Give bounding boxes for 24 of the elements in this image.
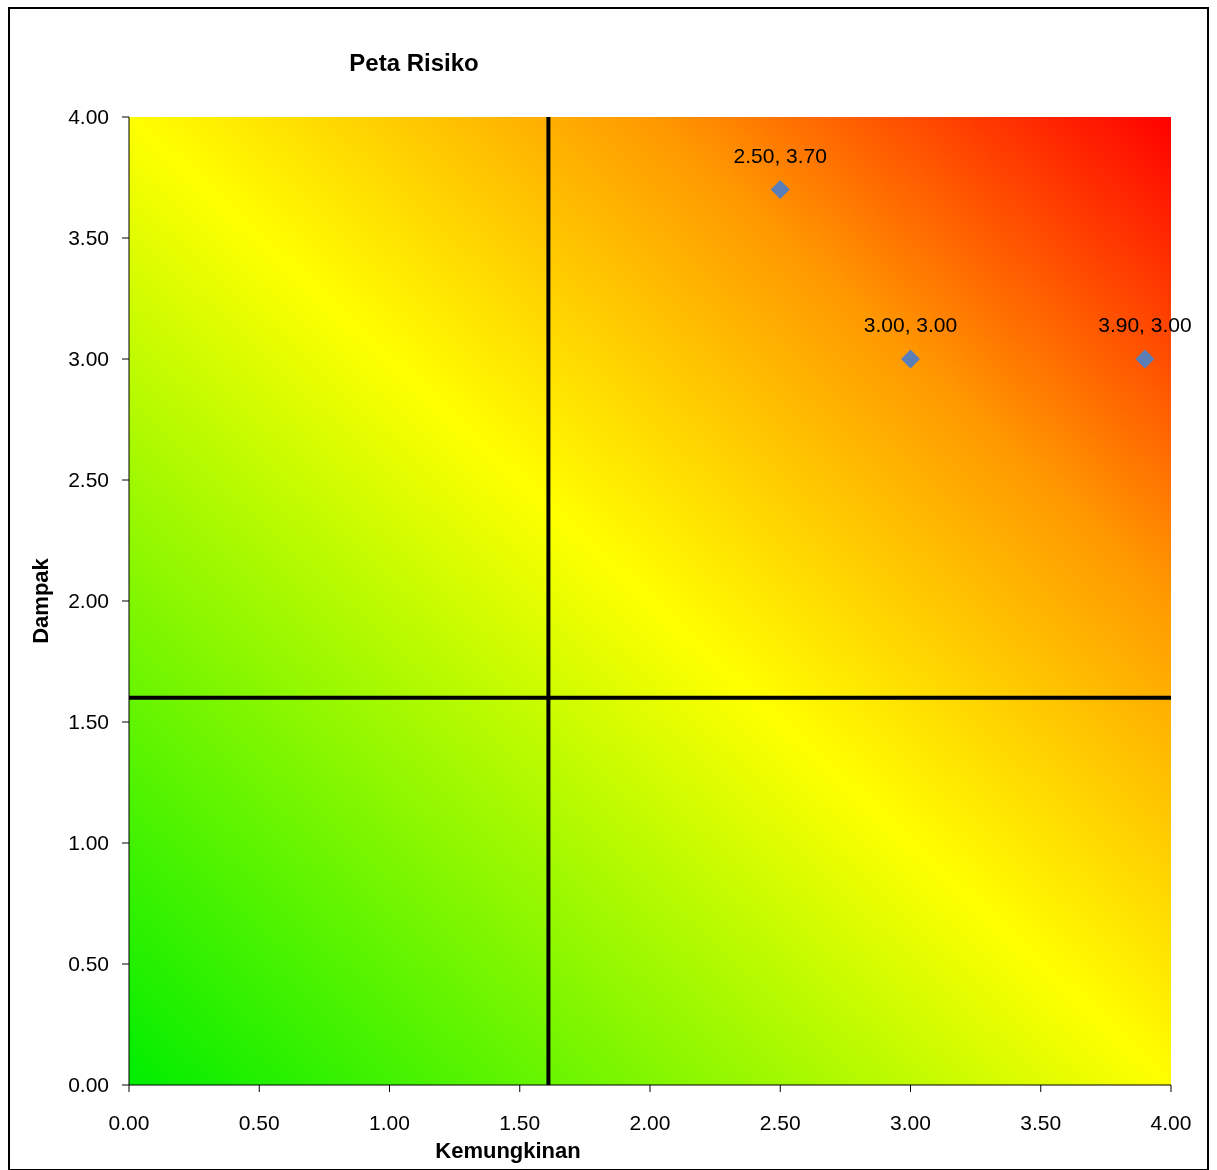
data-label: 3.90, 3.00: [1098, 313, 1192, 336]
x-tick-label: 0.50: [238, 1111, 280, 1134]
y-tick-label: 1.50: [68, 710, 109, 733]
y-tick-label: 0.00: [68, 1073, 109, 1096]
y-tick-label: 1.00: [68, 831, 109, 854]
x-tick-label: 3.00: [890, 1111, 931, 1134]
x-tick-label: 2.00: [629, 1111, 671, 1134]
data-label: 3.00, 3.00: [863, 313, 958, 336]
y-tick-label: 2.00: [68, 589, 109, 612]
y-tick-label: 3.50: [68, 226, 109, 249]
y-axis-title: Dampak: [28, 557, 53, 644]
x-tick-label: 2.50: [759, 1111, 801, 1134]
x-tick-label: 4.00: [1150, 1111, 1192, 1134]
x-tick-label: 0.00: [108, 1111, 150, 1134]
x-axis-title: Kemungkinan: [435, 1138, 581, 1163]
y-tick-label: 2.50: [68, 468, 109, 491]
x-tick-label: 1.50: [499, 1111, 541, 1134]
x-tick-label: 1.00: [369, 1111, 410, 1134]
chart-title: Peta Risiko: [349, 49, 479, 76]
x-tick-label: 3.50: [1020, 1111, 1062, 1134]
y-tick-label: 3.00: [68, 347, 109, 370]
data-label: 2.50, 3.70: [733, 143, 827, 167]
y-tick-label: 0.50: [68, 952, 109, 975]
y-tick-label: 4.00: [68, 105, 109, 128]
